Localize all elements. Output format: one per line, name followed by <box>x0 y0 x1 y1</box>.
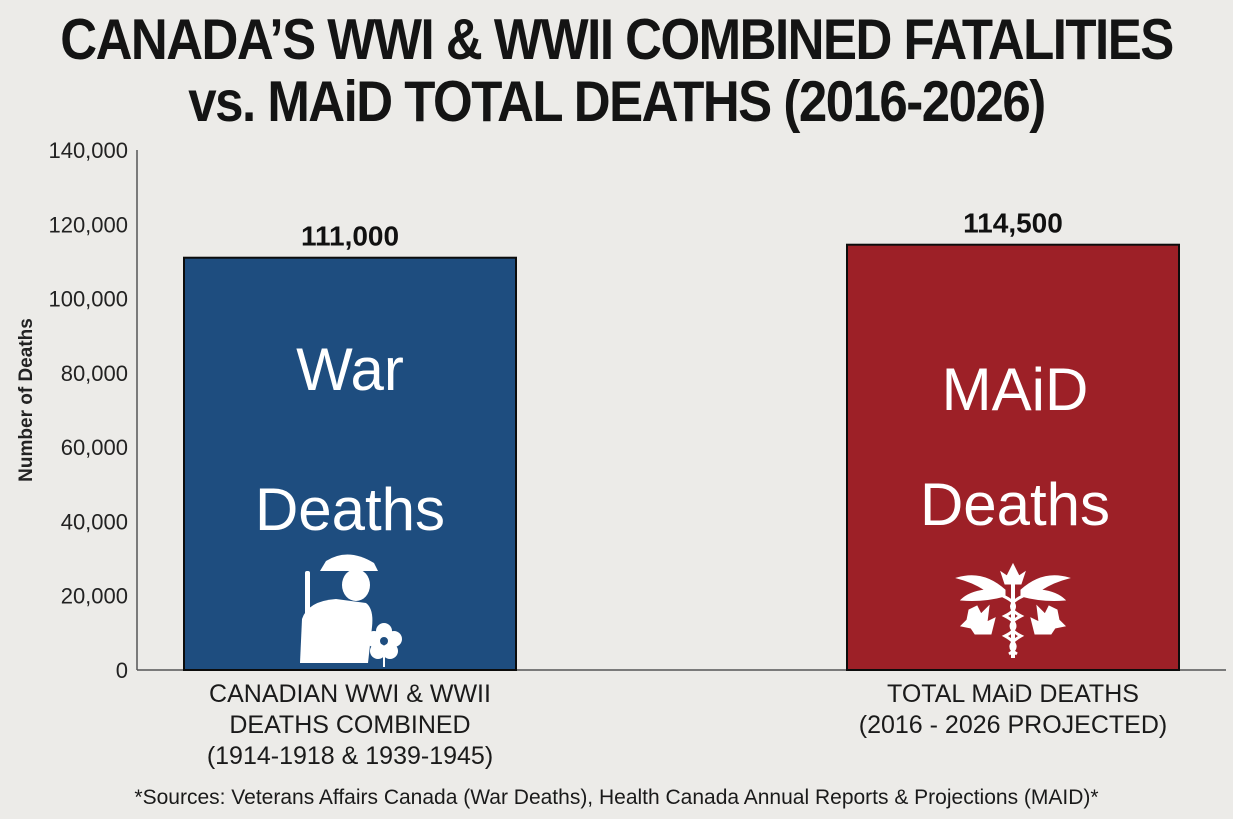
chart-title-line-2: vs. MAiD TOTAL DEATHS (2016-2026) <box>188 69 1046 134</box>
soldier-with-poppy-icon <box>300 554 402 667</box>
chart-title-line-1: CANADA’S WWI & WWII COMBINED FATALITIES <box>60 7 1174 72</box>
category-label-line: CANADIAN WWI & WWII <box>209 680 491 708</box>
y-tick-label: 0 <box>116 658 128 683</box>
bar-inner-text-war: Deaths <box>255 476 445 543</box>
bar-inner-text-maid: Deaths <box>920 471 1110 538</box>
category-label-line: (2016 - 2026 PROJECTED) <box>858 711 1168 739</box>
category-label-line: TOTAL MAiD DEATHS <box>887 680 1139 708</box>
y-tick-label: 140,000 <box>48 138 128 163</box>
category-label-line: (1914-1918 & 1939-1945) <box>206 742 494 770</box>
y-tick-label: 20,000 <box>61 584 128 609</box>
y-tick-label: 60,000 <box>61 435 128 460</box>
bar-inner-text-maid: MAiD <box>942 356 1089 423</box>
category-label-maid: TOTAL MAiD DEATHS (2016 - 2026 PROJECTED… <box>793 679 1233 741</box>
category-label-line: DEATHS COMBINED <box>229 711 471 739</box>
y-tick-label: 80,000 <box>61 361 128 386</box>
bar-inner-text-war: War <box>296 336 404 403</box>
bar-value-label-maid: 114,500 <box>963 208 1063 239</box>
y-tick-label: 40,000 <box>61 509 128 534</box>
bar-value-label-war: 111,000 <box>301 221 399 252</box>
y-tick-label: 120,000 <box>48 212 128 237</box>
y-tick-label: 100,000 <box>48 287 128 312</box>
caduceus-with-maple-leaf-icon <box>955 562 1071 658</box>
category-label-war: CANADIAN WWI & WWII DEATHS COMBINED (191… <box>150 679 550 772</box>
source-note: *Sources: Veterans Affairs Canada (War D… <box>134 786 1099 809</box>
